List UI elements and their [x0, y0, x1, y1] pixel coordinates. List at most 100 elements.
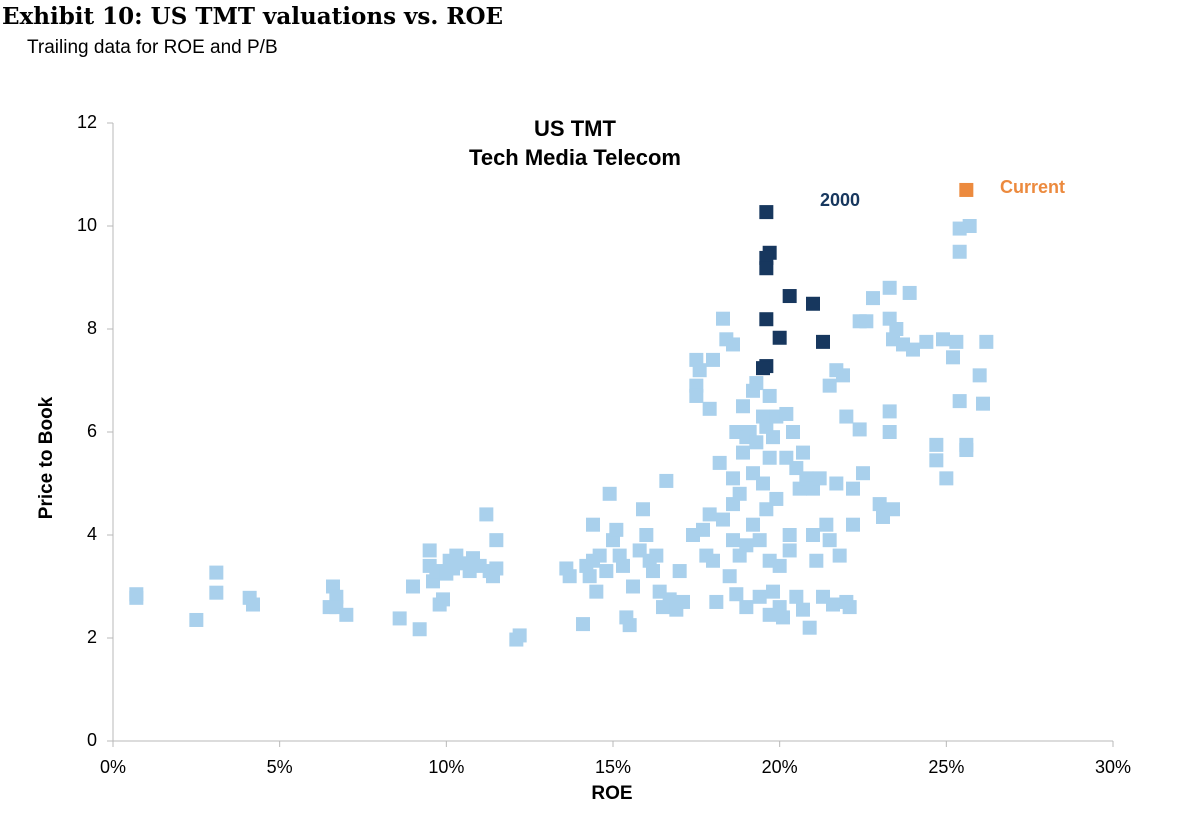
chart-title: US TMT	[534, 116, 616, 141]
point	[939, 471, 954, 486]
point	[422, 543, 437, 558]
exhibit-subtitle: Trailing data for ROE and P/B	[27, 37, 278, 58]
point	[766, 430, 780, 445]
point	[489, 561, 504, 576]
point	[776, 610, 790, 625]
point	[886, 502, 900, 517]
point	[972, 368, 987, 383]
point	[806, 296, 820, 311]
point	[659, 473, 674, 488]
point	[489, 533, 504, 548]
point	[726, 533, 740, 548]
exhibit-title: Exhibit 10: US TMT valuations vs. ROE	[2, 3, 503, 30]
point	[882, 404, 897, 419]
point	[822, 378, 837, 393]
point	[779, 406, 794, 421]
point	[872, 497, 887, 512]
point	[129, 590, 144, 605]
point	[816, 334, 830, 349]
chart-title: Tech Media Telecom	[469, 145, 681, 170]
point	[782, 289, 797, 304]
point	[626, 579, 640, 594]
point	[712, 455, 727, 470]
point	[976, 396, 990, 411]
point	[836, 368, 850, 383]
point	[796, 445, 810, 460]
point	[846, 517, 860, 532]
point	[412, 622, 427, 637]
point	[919, 334, 934, 349]
point	[676, 594, 690, 609]
point	[406, 579, 420, 594]
point	[822, 533, 837, 548]
point	[772, 330, 787, 345]
point	[809, 553, 824, 568]
point	[739, 538, 754, 553]
point	[782, 528, 797, 542]
y-tick-label: 10	[77, 215, 97, 235]
point	[736, 445, 750, 460]
point	[806, 528, 820, 542]
x-tick-label: 15%	[595, 757, 631, 777]
point	[602, 486, 617, 501]
point	[762, 388, 777, 403]
point	[246, 597, 260, 612]
point	[959, 182, 974, 197]
point	[929, 453, 944, 468]
point	[902, 285, 917, 300]
point	[772, 558, 787, 573]
point	[762, 450, 777, 465]
y-tick-label: 6	[87, 421, 97, 441]
point	[589, 584, 604, 599]
point	[189, 612, 204, 627]
point	[339, 607, 354, 622]
point	[392, 611, 407, 626]
point	[936, 332, 950, 347]
point	[732, 486, 747, 501]
point	[759, 261, 774, 276]
point	[752, 589, 767, 604]
x-tick-label: 0%	[100, 757, 126, 777]
point	[756, 361, 770, 376]
point	[826, 597, 840, 612]
point	[759, 312, 774, 327]
point	[739, 600, 754, 615]
y-tick-label: 12	[77, 112, 97, 132]
point	[646, 564, 660, 579]
point	[819, 517, 834, 532]
point	[856, 466, 870, 481]
point	[786, 425, 800, 439]
point	[749, 376, 764, 391]
point	[796, 602, 810, 617]
point	[706, 553, 720, 568]
point	[649, 548, 664, 563]
point	[852, 422, 867, 437]
point	[582, 569, 597, 584]
point	[789, 589, 804, 604]
point	[622, 618, 637, 633]
point	[592, 548, 607, 563]
point	[846, 481, 860, 496]
point	[889, 322, 904, 336]
series-annotation: 2000	[820, 190, 860, 210]
point	[782, 543, 797, 558]
point	[209, 585, 224, 600]
point	[702, 401, 717, 416]
point	[959, 443, 974, 458]
point	[479, 507, 494, 522]
point	[716, 512, 730, 527]
point	[636, 502, 650, 517]
point	[576, 617, 590, 632]
point	[752, 533, 767, 548]
point	[512, 628, 527, 643]
point	[766, 584, 780, 599]
point	[689, 388, 704, 403]
point	[586, 517, 600, 532]
point	[882, 425, 897, 439]
point	[609, 522, 624, 537]
point	[866, 291, 880, 306]
point	[906, 342, 920, 357]
x-tick-label: 10%	[428, 757, 464, 777]
point	[672, 564, 687, 579]
